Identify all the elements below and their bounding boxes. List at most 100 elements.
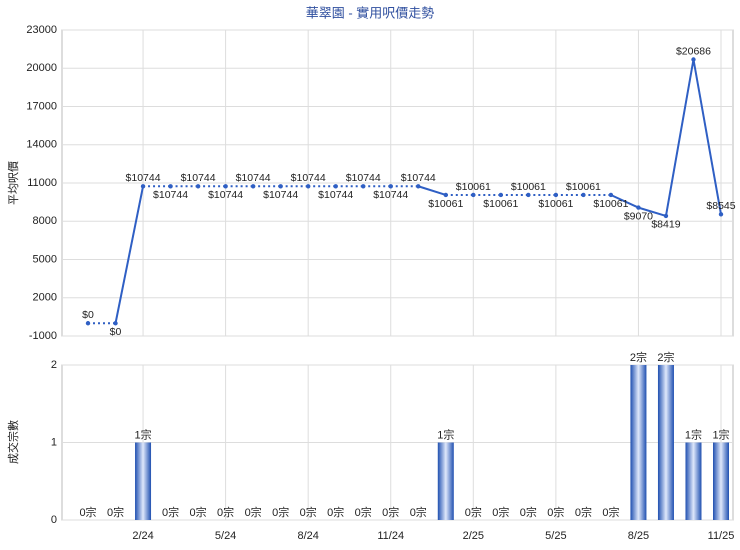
line-segment bbox=[610, 194, 639, 209]
point bbox=[223, 184, 228, 189]
y-tick-label: 23000 bbox=[26, 24, 57, 36]
point bbox=[278, 184, 283, 189]
y-tick-label: 14000 bbox=[26, 139, 57, 151]
data-label: 0宗 bbox=[410, 505, 427, 519]
point bbox=[250, 184, 256, 189]
data-label: 0宗 bbox=[547, 505, 564, 519]
data-label: 0宗 bbox=[602, 505, 619, 519]
data-label: $0 bbox=[82, 309, 94, 321]
y-axis-title: 平均呎價 bbox=[6, 161, 20, 205]
data-label: 1宗 bbox=[712, 427, 729, 441]
point bbox=[168, 184, 173, 189]
data-label: 0宗 bbox=[520, 505, 537, 519]
x-tick-label: 8/24 bbox=[297, 530, 318, 542]
point bbox=[113, 321, 118, 326]
line-segment bbox=[692, 59, 722, 215]
bar bbox=[685, 442, 702, 520]
y-tick-label: 1 bbox=[51, 436, 57, 448]
data-label: $8545 bbox=[706, 200, 735, 212]
point bbox=[361, 184, 366, 189]
data-label: $20686 bbox=[676, 45, 711, 57]
data-label: $10744 bbox=[318, 189, 353, 201]
data-label: $10744 bbox=[263, 189, 298, 201]
line-segment bbox=[664, 59, 695, 217]
point bbox=[416, 184, 421, 189]
point bbox=[333, 184, 338, 189]
data-label: $10744 bbox=[181, 172, 216, 184]
x-tick-label: 2/24 bbox=[132, 530, 153, 542]
line-segment bbox=[114, 186, 145, 324]
data-label: $0 bbox=[110, 326, 122, 338]
point bbox=[305, 184, 311, 189]
data-label: $9070 bbox=[624, 210, 653, 222]
bar bbox=[437, 442, 454, 520]
y-axis-title: 成交宗數 bbox=[6, 420, 20, 464]
data-label: 1宗 bbox=[685, 427, 702, 441]
data-label: 0宗 bbox=[327, 505, 344, 519]
y-tick-label: -1000 bbox=[29, 330, 57, 342]
data-label: $10744 bbox=[153, 189, 188, 201]
bar bbox=[657, 365, 674, 520]
point bbox=[498, 192, 504, 198]
data-label: 2宗 bbox=[630, 350, 647, 364]
point bbox=[718, 212, 724, 217]
point bbox=[195, 184, 201, 189]
data-label: $10744 bbox=[291, 172, 326, 184]
x-tick-label: 2/25 bbox=[463, 530, 484, 542]
y-tick-label: 20000 bbox=[26, 62, 57, 74]
x-tick-label: 5/25 bbox=[545, 530, 566, 542]
data-label: 2宗 bbox=[657, 350, 674, 364]
data-label: 0宗 bbox=[162, 505, 179, 519]
y-tick-label: 2 bbox=[51, 359, 57, 371]
data-label: 0宗 bbox=[217, 505, 234, 519]
data-label: $10744 bbox=[126, 172, 161, 184]
point bbox=[636, 205, 641, 210]
data-label: $10744 bbox=[373, 189, 408, 201]
data-label: 0宗 bbox=[492, 505, 509, 519]
data-label: $10061 bbox=[511, 181, 546, 193]
line-segment bbox=[417, 185, 447, 196]
y-tick-label: 11000 bbox=[27, 177, 57, 189]
data-label: $10744 bbox=[236, 172, 271, 184]
data-label: $10061 bbox=[538, 198, 573, 210]
data-label: 0宗 bbox=[79, 505, 96, 519]
data-label: 0宗 bbox=[300, 505, 317, 519]
data-label: $10744 bbox=[401, 172, 436, 184]
x-tick-label: 11/25 bbox=[708, 530, 735, 542]
data-label: $8419 bbox=[651, 219, 680, 231]
point bbox=[663, 213, 669, 219]
y-tick-label: 17000 bbox=[26, 100, 57, 112]
point bbox=[691, 57, 696, 62]
data-label: 0宗 bbox=[245, 505, 262, 519]
data-label: $10744 bbox=[346, 172, 381, 184]
bar bbox=[630, 365, 647, 520]
data-label: 0宗 bbox=[382, 505, 399, 519]
y-tick-label: 5000 bbox=[33, 253, 57, 265]
data-label: 0宗 bbox=[107, 505, 124, 519]
data-label: 0宗 bbox=[190, 505, 207, 519]
data-label: $10061 bbox=[428, 198, 463, 210]
y-tick-label: 0 bbox=[51, 514, 57, 526]
point bbox=[608, 192, 614, 198]
point bbox=[581, 192, 586, 198]
line-segment bbox=[638, 206, 667, 217]
point bbox=[85, 321, 91, 326]
data-label: 0宗 bbox=[575, 505, 592, 519]
x-tick-label: 11/24 bbox=[377, 530, 404, 542]
data-label: $10744 bbox=[208, 189, 243, 201]
data-label: $10061 bbox=[456, 181, 491, 193]
y-tick-label: 2000 bbox=[33, 292, 57, 304]
data-label: 0宗 bbox=[355, 505, 372, 519]
data-label: 0宗 bbox=[272, 505, 289, 519]
data-label: $10061 bbox=[483, 198, 518, 210]
bar bbox=[135, 442, 152, 520]
x-tick-label: 8/25 bbox=[628, 530, 649, 542]
bar bbox=[713, 442, 729, 520]
data-label: 1宗 bbox=[134, 427, 151, 441]
point bbox=[553, 192, 559, 198]
point bbox=[140, 184, 146, 189]
point bbox=[388, 184, 393, 189]
chart-title: 華翠園 - 實用呎價走勢 bbox=[306, 5, 435, 20]
x-tick-label: 5/24 bbox=[215, 530, 236, 542]
